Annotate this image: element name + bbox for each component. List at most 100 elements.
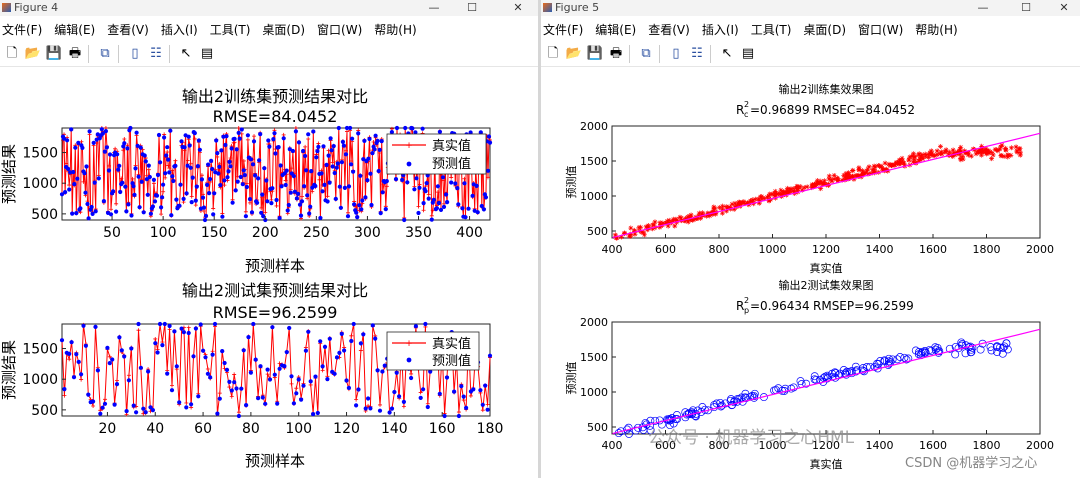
- truth-point: [109, 207, 114, 212]
- property-editor-icon[interactable]: ▤: [200, 45, 214, 61]
- scatter-point: [877, 163, 883, 169]
- train-legend[interactable]: + 真实值 预测值: [386, 133, 487, 175]
- pred-point: [102, 149, 107, 154]
- pred-point: [318, 215, 323, 221]
- pred-point: [463, 215, 468, 220]
- pred-point: [333, 196, 338, 201]
- train-scatter-axes[interactable]: 400 600 800 1000 1200 1400 1600 1800 2000 500 1000…: [580, 120, 1054, 256]
- y-tick-label: 1000: [22, 372, 58, 388]
- menu-view[interactable]: 查看(V): [107, 22, 149, 37]
- menu-help[interactable]: 帮助(H): [374, 22, 417, 37]
- legend-icon[interactable]: ☷: [150, 45, 162, 61]
- menu-view[interactable]: 查看(V): [648, 22, 690, 37]
- pred-point: [341, 143, 346, 148]
- pred-point: [290, 148, 295, 154]
- scatter-point: [716, 205, 722, 211]
- pred-point: [413, 324, 418, 329]
- truth-point: [384, 184, 389, 189]
- legend-icon[interactable]: ☷: [691, 45, 703, 61]
- menu-desktop[interactable]: 桌面(D): [262, 22, 306, 37]
- menu-window[interactable]: 窗口(W): [317, 22, 363, 37]
- close-button[interactable]: ✕: [1059, 1, 1069, 14]
- pred-point: [461, 394, 466, 399]
- save-icon[interactable]: 💾: [586, 45, 604, 61]
- menu-tools[interactable]: 工具(T): [209, 22, 251, 37]
- pointer-icon[interactable]: ↖: [721, 45, 733, 61]
- menu-insert[interactable]: 插入(I): [701, 22, 739, 37]
- menu-tools[interactable]: 工具(T): [750, 22, 792, 37]
- y-tick-label: 2000: [580, 316, 608, 329]
- pred-point: [420, 126, 425, 131]
- pred-point: [389, 130, 394, 135]
- pred-point: [141, 406, 146, 411]
- menu-file[interactable]: 文件(F): [543, 22, 584, 37]
- scatter-point: [882, 160, 888, 166]
- pred-point: [224, 367, 230, 372]
- maximize-button[interactable]: ☐: [1021, 1, 1031, 14]
- test-scatter-axes[interactable]: 400 600 800 1000 1200 1400 1600 1800 2000 500 1000…: [580, 316, 1054, 452]
- scatter-point: [845, 176, 851, 182]
- pred-point: [369, 202, 374, 208]
- scatter-point: [870, 362, 879, 371]
- test-scatter-xlabel: 真实值: [810, 457, 843, 471]
- x-tick-label: 100: [150, 225, 177, 241]
- scatter-point: [884, 357, 893, 366]
- minimize-button[interactable]: —: [977, 1, 989, 14]
- menu-desktop[interactable]: 桌面(D): [803, 22, 847, 37]
- property-editor-icon[interactable]: ▤: [741, 45, 755, 61]
- pred-point: [191, 354, 196, 359]
- menu-edit[interactable]: 编辑(E): [54, 22, 96, 37]
- scatter-point: [794, 183, 800, 189]
- pred-point: [466, 206, 471, 211]
- pred-point: [485, 168, 491, 173]
- pred-point: [199, 177, 204, 182]
- colorbar-icon[interactable]: ▯: [672, 45, 680, 61]
- pred-point: [100, 405, 105, 410]
- new-figure-icon[interactable]: 🗋: [547, 45, 559, 61]
- pointer-icon[interactable]: ↖: [180, 45, 192, 61]
- test-legend[interactable]: + 真实值 预测值: [386, 331, 480, 371]
- pred-point: [162, 135, 167, 140]
- open-icon[interactable]: 📂: [24, 45, 42, 61]
- pred-point: [306, 132, 311, 137]
- scatter-point: [696, 213, 702, 219]
- close-button[interactable]: ✕: [513, 1, 523, 14]
- menu-edit[interactable]: 编辑(E): [595, 22, 637, 37]
- print-icon[interactable]: 🖶: [68, 45, 82, 61]
- colorbar-icon[interactable]: ▯: [131, 45, 139, 61]
- train-plot-title: 输出2训练集预测结果对比: [182, 87, 368, 106]
- pred-point: [132, 192, 137, 197]
- pred-point: [148, 211, 153, 216]
- scatter-point: [993, 343, 1002, 352]
- new-figure-icon[interactable]: 🗋: [6, 45, 18, 61]
- link-plot-icon[interactable]: ⧉: [641, 45, 651, 61]
- scatter-point: [850, 173, 856, 179]
- scatter-point: [757, 198, 763, 204]
- pred-point: [131, 184, 136, 189]
- print-icon[interactable]: 🖶: [609, 45, 623, 61]
- scatter-point: [1017, 152, 1023, 158]
- pred-point: [238, 174, 243, 180]
- pred-point: [320, 364, 325, 369]
- menu-window[interactable]: 窗口(W): [858, 22, 904, 37]
- maximize-button[interactable]: ☐: [467, 1, 477, 14]
- menu-insert[interactable]: 插入(I): [160, 22, 198, 37]
- x-tick-label: 20: [99, 421, 117, 437]
- pred-point: [181, 330, 186, 335]
- menu-file[interactable]: 文件(F): [2, 22, 43, 37]
- test-r2-subscript: p: [744, 306, 749, 315]
- open-icon[interactable]: 📂: [565, 45, 583, 61]
- menu-help[interactable]: 帮助(H): [915, 22, 958, 37]
- scatter-point: [716, 398, 725, 407]
- link-plot-icon[interactable]: ⧉: [100, 45, 110, 61]
- save-icon[interactable]: 💾: [45, 45, 63, 61]
- scatter-point: [999, 142, 1005, 148]
- truth-point: [67, 357, 72, 362]
- pred-point: [147, 174, 152, 180]
- minimize-button[interactable]: —: [428, 1, 440, 14]
- pred-point: [158, 160, 163, 165]
- pred-point: [162, 321, 167, 327]
- x-tick-label: 350: [405, 225, 432, 241]
- pred-point: [289, 374, 294, 379]
- pred-point: [316, 144, 321, 149]
